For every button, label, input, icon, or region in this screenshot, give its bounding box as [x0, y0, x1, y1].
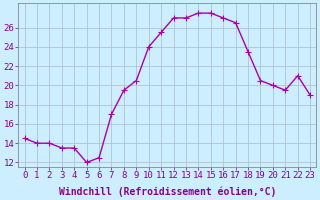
- X-axis label: Windchill (Refroidissement éolien,°C): Windchill (Refroidissement éolien,°C): [59, 186, 276, 197]
